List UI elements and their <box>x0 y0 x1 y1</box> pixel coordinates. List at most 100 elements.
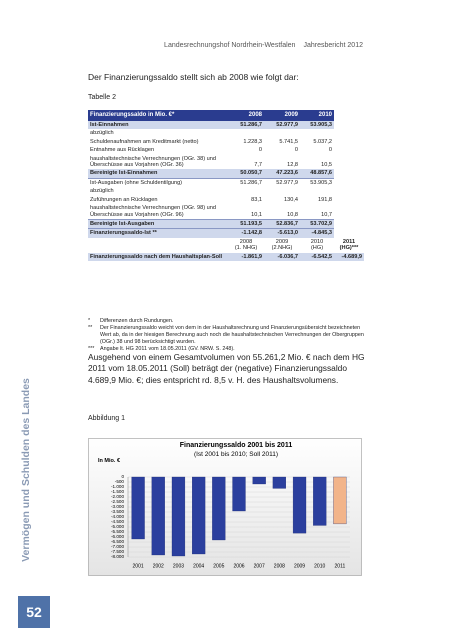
number-cell: 52.836,7 <box>264 218 300 229</box>
footnote: ** Der Finanzierungssaldo weicht von dem … <box>88 325 364 346</box>
number-cell: 47.223,6 <box>264 169 300 179</box>
y-tick-label: -6.500 <box>111 539 124 544</box>
number-cell: 10,1 <box>251 211 262 218</box>
footnote-text: Der Finanzierungssaldo weicht von dem in… <box>100 325 364 346</box>
table-row: Ist-Ausgaben (ohne Schuldentilgung) 51.28… <box>88 177 364 188</box>
x-tick-label: 2005 <box>213 563 224 569</box>
table-row: Entnahme aus Rücklagen 0 0 0 <box>88 146 364 154</box>
org-name: Landesrechnungshof Nordrhein-Westfalen <box>164 42 296 49</box>
footnote-mark: ** <box>88 325 93 332</box>
empty-cell <box>334 129 364 137</box>
running-header: Landesrechnungshof Nordrhein-Westfalen Ja… <box>164 42 363 49</box>
number-cell: 52.977,9 <box>264 177 300 188</box>
number-cell: 48.857,6 <box>300 169 334 179</box>
empty-cell <box>334 146 364 154</box>
label-cell: Zuführungen an Rücklagen <box>90 196 158 203</box>
bar <box>171 476 186 557</box>
y-tick-label: -1.000 <box>111 484 124 489</box>
empty-cell <box>88 238 228 253</box>
table-row: Zuführungen an Rücklagen 83,1 130,4 191,8 <box>88 196 364 204</box>
bar <box>333 476 347 525</box>
empty-cell <box>334 196 364 204</box>
subheader-cell: 2011 (HG)*** <box>339 238 359 252</box>
header-cell <box>334 110 364 121</box>
number-cell: 0 <box>294 147 298 154</box>
y-tick-label: -500 <box>115 479 125 484</box>
bar <box>252 476 266 485</box>
empty-cell <box>334 204 364 219</box>
subheader-cell: 2010 (HG) <box>310 238 324 252</box>
y-tick-label: -5.000 <box>111 524 124 529</box>
number-cell: 53.702,9 <box>300 218 334 229</box>
y-tick-label: -7.500 <box>111 549 124 554</box>
y-tick-label: -5.500 <box>111 529 124 534</box>
number-cell: 10,7 <box>321 211 332 218</box>
empty-cell <box>334 178 364 187</box>
number-cell: -6.542,5 <box>300 252 334 262</box>
table-caption: Tabelle 2 <box>88 94 117 101</box>
bar <box>272 476 286 489</box>
x-tick-label: 2009 <box>294 563 305 569</box>
number-cell: 51.286,7 <box>228 120 264 130</box>
footnote-text: Angabe lt. HG 2011 vom 18.05.2011 (GV. N… <box>100 346 235 353</box>
empty-cell <box>264 129 300 137</box>
x-tick-label: 2001 <box>133 563 144 569</box>
number-cell: -4.689,9 <box>334 252 364 262</box>
data-table: Finanzierungssaldo in Mio. €* 2008 2009 201… <box>88 110 364 262</box>
empty-cell <box>300 129 334 137</box>
table-row: Finanzierungssaldo-Ist ** -1.142,8 -5.613,… <box>88 228 364 238</box>
number-cell: 191,8 <box>318 196 332 203</box>
empty-cell <box>334 187 364 195</box>
y-tick-label: -7.000 <box>111 544 124 549</box>
x-tick-label: 2011 <box>335 563 346 569</box>
empty-cell <box>334 121 364 129</box>
empty-cell <box>300 187 334 195</box>
y-tick-label: -3.500 <box>111 509 124 514</box>
number-cell: 10,8 <box>287 211 298 218</box>
label-cell: abzüglich <box>90 130 114 137</box>
number-cell: -6.036,7 <box>264 252 300 262</box>
number-cell: 12,8 <box>287 162 298 168</box>
empty-cell <box>228 129 264 137</box>
label-cell: Entnahme aus Rücklagen <box>90 147 155 154</box>
figure-caption: Abbildung 1 <box>88 415 125 422</box>
x-tick-label: 2004 <box>193 563 204 569</box>
number-cell: 83,1 <box>251 196 262 203</box>
label-cell: Ist-Ausgaben (ohne Schuldentilgung) <box>88 177 228 188</box>
y-tick-label: -3.000 <box>111 504 124 509</box>
number-cell: 53.905,3 <box>300 120 334 130</box>
x-tick-label: 2007 <box>254 563 265 569</box>
paragraph: Ausgehend von einem Gesamtvolumen von 55… <box>88 352 365 385</box>
chart-subtitle: (Ist 2001 bis 2010; Soll 2011) <box>194 451 278 458</box>
number-cell: 1.228,3 <box>243 138 262 145</box>
footnote-mark: *** <box>88 346 95 353</box>
y-tick-label: -2.500 <box>111 499 124 504</box>
footnote-text: Differenzen durch Rundungen. <box>100 318 174 324</box>
bar <box>151 476 165 556</box>
label-cell: Ist-Einnahmen <box>88 120 228 130</box>
report-name: Jahresbericht 2012 <box>303 42 363 49</box>
bar <box>292 476 307 534</box>
x-tick-label: 2008 <box>274 563 285 569</box>
y-tick-label: -8.000 <box>111 554 124 559</box>
empty-cell <box>334 169 364 178</box>
empty-cell <box>334 229 364 238</box>
intro-text: Der Finanzierungssaldo stellt sich ab 20… <box>88 72 299 82</box>
y-tick-label: -2.000 <box>111 494 124 499</box>
footnote: *** Angabe lt. HG 2011 vom 18.05.2011 (GV… <box>88 346 364 353</box>
empty-cell <box>334 138 364 146</box>
bar <box>313 476 327 526</box>
bar <box>192 476 206 555</box>
page-number: 52 <box>18 596 50 628</box>
table-row: haushaltstechnische Verrechnungen (OGr. … <box>88 155 364 170</box>
number-cell: 51.193,5 <box>228 218 264 229</box>
number-cell: -1.142,8 <box>228 228 264 238</box>
header-cell: 2009 <box>264 110 300 121</box>
table-row: Finanzierungssaldo nach dem Haushaltspla… <box>88 252 364 262</box>
table-row: abzüglich <box>88 129 364 137</box>
x-tick-label: 2003 <box>173 563 184 569</box>
footnote-mark: * <box>88 318 91 324</box>
label-cell: abzüglich <box>90 188 114 195</box>
